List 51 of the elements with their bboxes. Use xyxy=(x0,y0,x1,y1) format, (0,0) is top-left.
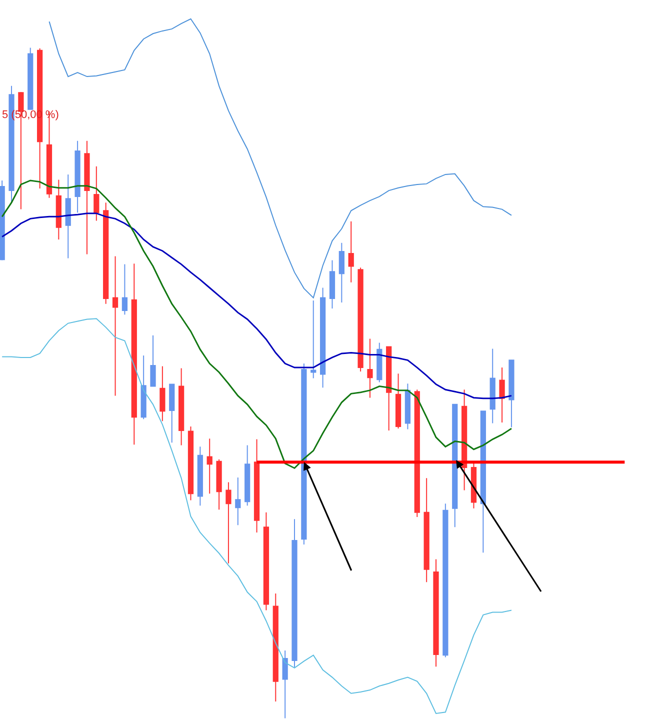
candlestick xyxy=(320,287,326,388)
candlestick xyxy=(263,512,270,611)
candlestick xyxy=(329,260,336,310)
candlestick xyxy=(461,389,468,491)
candlestick xyxy=(160,366,166,422)
candlestick xyxy=(395,373,402,430)
candlestick xyxy=(131,263,137,446)
candlestick xyxy=(508,360,514,428)
candlestick xyxy=(188,426,194,501)
candlestick xyxy=(386,346,392,432)
candlestick xyxy=(65,174,71,259)
candlestick xyxy=(84,140,90,255)
candlestick xyxy=(112,256,118,396)
candlestick xyxy=(499,367,505,424)
candlestick xyxy=(254,438,260,533)
candlestick xyxy=(442,503,448,658)
candlestick xyxy=(197,446,203,506)
candlestick xyxy=(178,368,184,446)
candlestick xyxy=(282,650,288,719)
candlestick xyxy=(452,404,458,528)
candlestick xyxy=(433,558,439,668)
candlestick xyxy=(424,478,430,583)
candlestick xyxy=(301,363,307,546)
candlestick xyxy=(103,202,109,304)
candlestick xyxy=(56,179,62,240)
candlestick xyxy=(28,47,34,110)
candlestick xyxy=(376,342,382,383)
candlestick xyxy=(206,438,212,494)
candlestick xyxy=(358,267,364,372)
candlestick xyxy=(169,384,175,444)
candlestick xyxy=(226,482,232,564)
candlestick xyxy=(122,264,128,316)
candlestick xyxy=(348,220,354,283)
candlestick xyxy=(338,242,344,303)
candlestick xyxy=(480,410,486,554)
candlestick xyxy=(216,458,222,510)
candlestick xyxy=(414,389,420,518)
candlestick xyxy=(140,354,146,420)
candlestick xyxy=(470,462,477,509)
candlestick xyxy=(310,300,316,379)
candlestick xyxy=(150,334,156,387)
candlestick xyxy=(404,383,411,430)
candlestick xyxy=(74,140,80,214)
candlestick xyxy=(244,444,250,506)
candlestick xyxy=(272,592,278,702)
candlestick xyxy=(292,518,298,668)
candlestick xyxy=(490,348,496,424)
candlestick xyxy=(94,166,100,222)
candlestick xyxy=(367,338,373,398)
candlestick xyxy=(235,477,241,526)
candlestick xyxy=(0,180,5,261)
